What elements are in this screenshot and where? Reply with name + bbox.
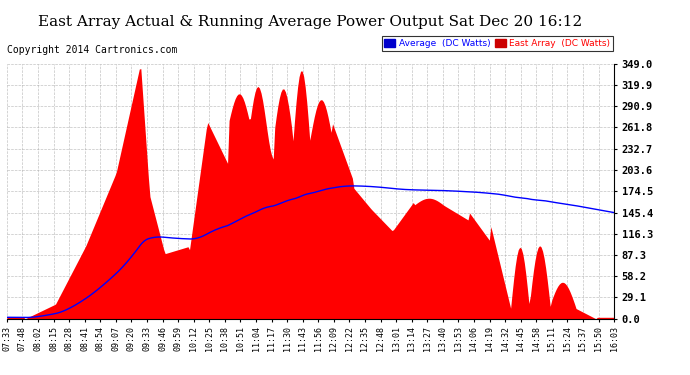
Text: East Array Actual & Running Average Power Output Sat Dec 20 16:12: East Array Actual & Running Average Powe… bbox=[39, 15, 582, 29]
Legend: Average  (DC Watts), East Array  (DC Watts): Average (DC Watts), East Array (DC Watts… bbox=[382, 36, 613, 51]
Text: Copyright 2014 Cartronics.com: Copyright 2014 Cartronics.com bbox=[7, 45, 177, 55]
